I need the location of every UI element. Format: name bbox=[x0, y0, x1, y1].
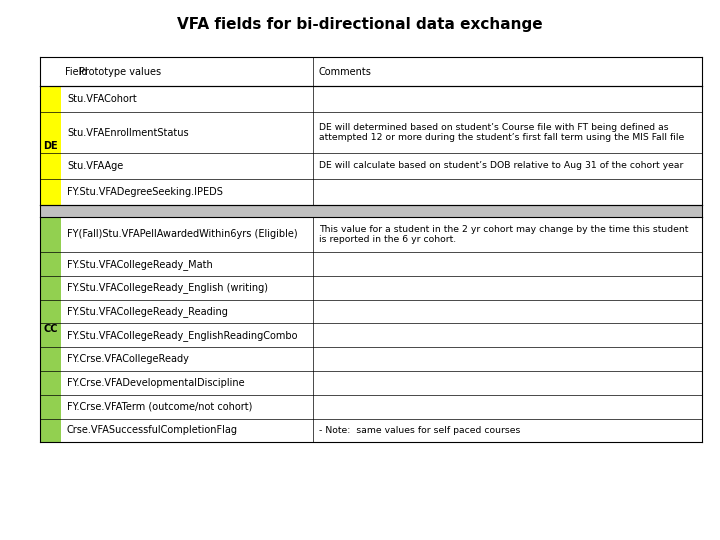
Text: FY.Crse.VFATerm (outcome/not cohort): FY.Crse.VFATerm (outcome/not cohort) bbox=[67, 402, 252, 411]
Text: FY.Stu.VFACollegeReady_Math: FY.Stu.VFACollegeReady_Math bbox=[67, 259, 212, 269]
Text: FY.Crse.VFACollegeReady: FY.Crse.VFACollegeReady bbox=[67, 354, 189, 364]
Text: Prototype values: Prototype values bbox=[79, 66, 161, 77]
Text: FY.Stu.VFACollegeReady_EnglishReadingCombo: FY.Stu.VFACollegeReady_EnglishReadingCom… bbox=[67, 330, 297, 341]
Bar bbox=[40, 86, 61, 205]
Text: Stu.VFACohort: Stu.VFACohort bbox=[67, 94, 137, 104]
Text: Comments: Comments bbox=[319, 66, 372, 77]
Text: DE will determined based on student’s Course file with FT being defined as
attem: DE will determined based on student’s Co… bbox=[319, 123, 684, 142]
Text: FY(Fall)Stu.VFAPellAwardedWithin6yrs (Eligible): FY(Fall)Stu.VFAPellAwardedWithin6yrs (El… bbox=[67, 230, 297, 239]
Text: Stu.VFAEnrollmentStatus: Stu.VFAEnrollmentStatus bbox=[67, 127, 189, 138]
Text: FY.Stu.VFACollegeReady_English (writing): FY.Stu.VFACollegeReady_English (writing) bbox=[67, 282, 268, 293]
Text: - Note:  same values for self paced courses: - Note: same values for self paced cours… bbox=[319, 426, 521, 435]
Text: Field: Field bbox=[65, 66, 87, 77]
Text: DE will calculate based on student’s DOB relative to Aug 31 of the cohort year: DE will calculate based on student’s DOB… bbox=[319, 161, 683, 170]
Text: CC: CC bbox=[43, 325, 58, 334]
Bar bbox=[40, 57, 702, 86]
Text: FY.Stu.VFACollegeReady_Reading: FY.Stu.VFACollegeReady_Reading bbox=[67, 306, 228, 317]
Text: VFA fields for bi-directional data exchange: VFA fields for bi-directional data excha… bbox=[177, 17, 543, 32]
Bar bbox=[40, 205, 702, 217]
Text: FY.Stu.VFADegreeSeeking.IPEDS: FY.Stu.VFADegreeSeeking.IPEDS bbox=[67, 187, 222, 197]
Text: This value for a student in the 2 yr cohort may change by the time this student
: This value for a student in the 2 yr coh… bbox=[319, 225, 688, 244]
Text: DE: DE bbox=[43, 140, 58, 151]
Bar bbox=[40, 217, 61, 442]
Text: Crse.VFASuccessfulCompletionFlag: Crse.VFASuccessfulCompletionFlag bbox=[67, 426, 238, 435]
Text: Stu.VFAAge: Stu.VFAAge bbox=[67, 161, 123, 171]
Text: FY.Crse.VFADevelopmentalDiscipline: FY.Crse.VFADevelopmentalDiscipline bbox=[67, 378, 245, 388]
